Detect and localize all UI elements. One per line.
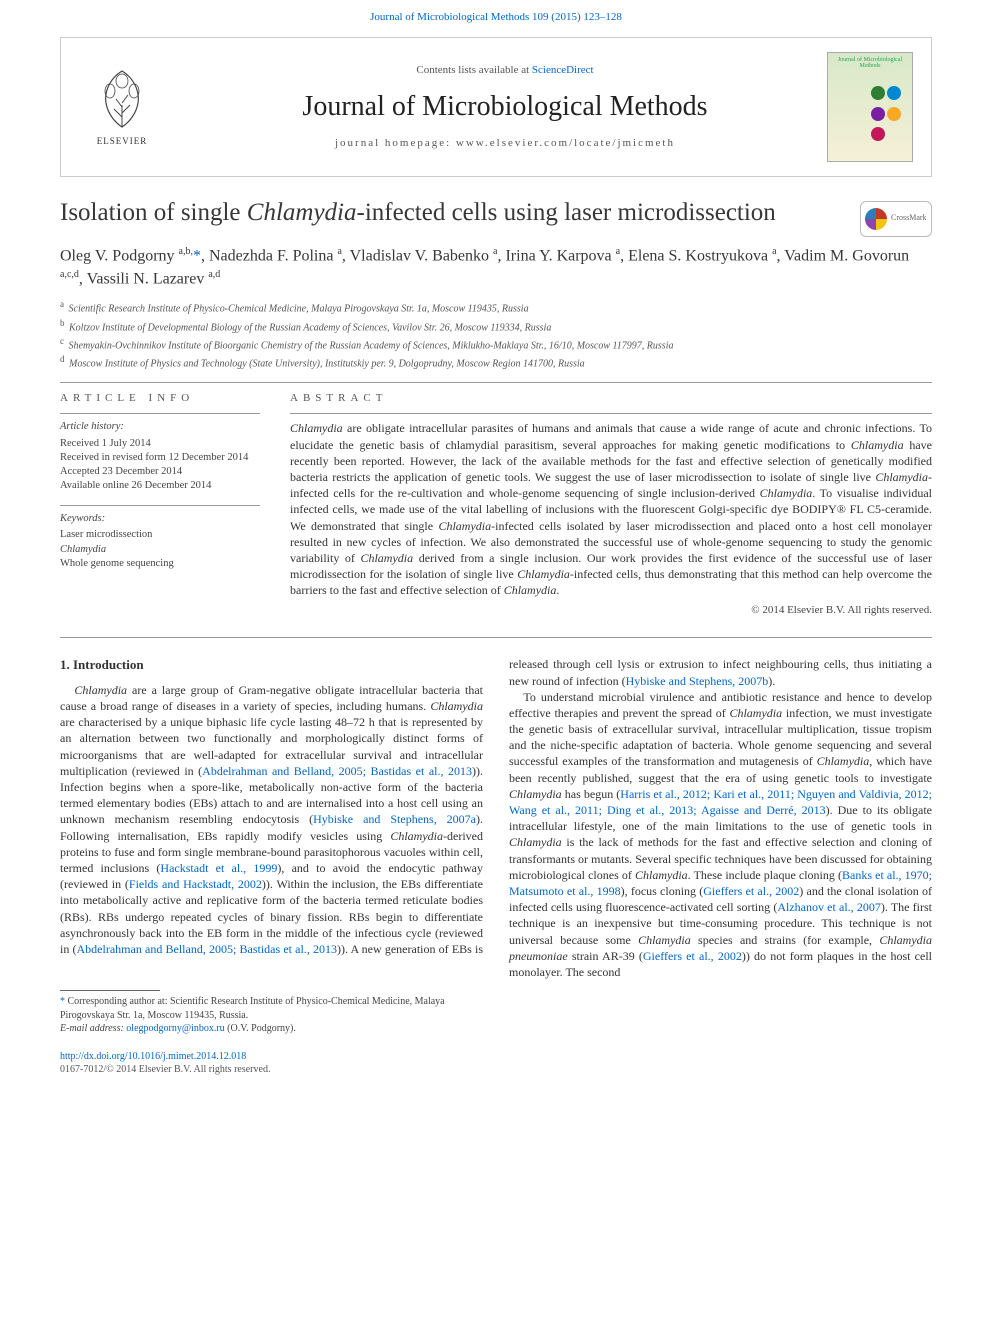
- footnote-divider: [60, 990, 160, 991]
- divider-top: [60, 382, 932, 383]
- journal-header: ELSEVIER Contents lists available at Sci…: [60, 37, 932, 177]
- crossmark-label: CrossMark: [891, 213, 927, 224]
- crossmark-badge[interactable]: CrossMark: [860, 201, 932, 237]
- author-list: Oleg V. Podgorny a,b,*, Nadezhda F. Poli…: [60, 245, 932, 290]
- title-part-0: Isolation of single: [60, 199, 247, 226]
- affiliation-line: c Shemyakin-Ovchinnikov Institute of Bio…: [60, 335, 932, 353]
- keyword: Whole genome sequencing: [60, 557, 260, 571]
- article-title: Isolation of single Chlamydia-infected c…: [60, 197, 846, 228]
- body-paragraph: To understand microbial virulence and an…: [509, 689, 932, 980]
- history-line: Available online 26 December 2014: [60, 479, 260, 493]
- keyword: Chlamydia: [60, 543, 260, 557]
- header-center: Contents lists available at ScienceDirec…: [183, 63, 827, 150]
- email-line: E-mail address: olegpodgorny@inbox.ru (O…: [60, 1022, 470, 1036]
- keyword: Laser microdissection: [60, 528, 260, 542]
- history-line: Received 1 July 2014: [60, 437, 260, 451]
- history-label: Article history:: [60, 420, 260, 434]
- contents-prefix: Contents lists available at: [416, 64, 531, 76]
- journal-homepage: journal homepage: www.elsevier.com/locat…: [183, 136, 827, 151]
- contents-available: Contents lists available at ScienceDirec…: [183, 63, 827, 78]
- cover-graphic: [870, 85, 902, 147]
- doi-link[interactable]: http://dx.doi.org/10.1016/j.mimet.2014.1…: [60, 1051, 246, 1062]
- title-part-2: -infected cells using laser microdissect…: [357, 199, 776, 226]
- cover-title: Journal of Microbiological Methods: [828, 53, 912, 74]
- section-heading-intro: 1. Introduction: [60, 656, 483, 674]
- article-history-block: Article history: Received 1 July 2014 Re…: [60, 413, 260, 493]
- footnotes: * Corresponding author at: Scientific Re…: [60, 995, 470, 1036]
- body-text: 1. Introduction Chlamydia are a large gr…: [60, 656, 932, 980]
- crossmark-icon: [865, 208, 887, 230]
- affiliation-line: b Koltzov Institute of Developmental Bio…: [60, 317, 932, 335]
- abstract-heading: ABSTRACT: [290, 391, 932, 406]
- page-footer: http://dx.doi.org/10.1016/j.mimet.2014.1…: [60, 1050, 932, 1077]
- sciencedirect-link[interactable]: ScienceDirect: [532, 64, 594, 76]
- keywords-label: Keywords:: [60, 512, 260, 526]
- abstract-text: Chlamydia are obligate intracellular par…: [290, 420, 932, 598]
- affiliation-line: a Scientific Research Institute of Physi…: [60, 298, 932, 316]
- divider-bottom: [60, 637, 932, 638]
- history-line: Accepted 23 December 2014: [60, 465, 260, 479]
- journal-name: Journal of Microbiological Methods: [183, 88, 827, 126]
- footer-rights: 0167-7012/© 2014 Elsevier B.V. All right…: [60, 1063, 932, 1077]
- abstract-copyright: © 2014 Elsevier B.V. All rights reserved…: [290, 603, 932, 618]
- elsevier-tree-icon: [92, 67, 152, 131]
- affiliations: a Scientific Research Institute of Physi…: [60, 298, 932, 371]
- elsevier-logo[interactable]: ELSEVIER: [79, 57, 165, 157]
- citation-link[interactable]: Journal of Microbiological Methods 109 (…: [370, 11, 622, 23]
- elsevier-wordmark: ELSEVIER: [97, 135, 148, 147]
- keywords-block: Keywords: Laser microdissection Chlamydi…: [60, 505, 260, 571]
- title-italic: Chlamydia: [247, 199, 357, 226]
- article-info-heading: ARTICLE INFO: [60, 391, 260, 406]
- top-citation-link: Journal of Microbiological Methods 109 (…: [0, 0, 992, 31]
- abstract-column: ABSTRACT Chlamydia are obligate intracel…: [290, 391, 932, 630]
- corresponding-author-note: * Corresponding author at: Scientific Re…: [60, 995, 470, 1022]
- affiliation-line: d Moscow Institute of Physics and Techno…: [60, 353, 932, 371]
- author-email-link[interactable]: olegpodgorny@inbox.ru: [126, 1023, 224, 1034]
- article-info-sidebar: ARTICLE INFO Article history: Received 1…: [60, 391, 260, 630]
- history-line: Received in revised form 12 December 201…: [60, 451, 260, 465]
- journal-cover-thumbnail[interactable]: Journal of Microbiological Methods: [827, 52, 913, 162]
